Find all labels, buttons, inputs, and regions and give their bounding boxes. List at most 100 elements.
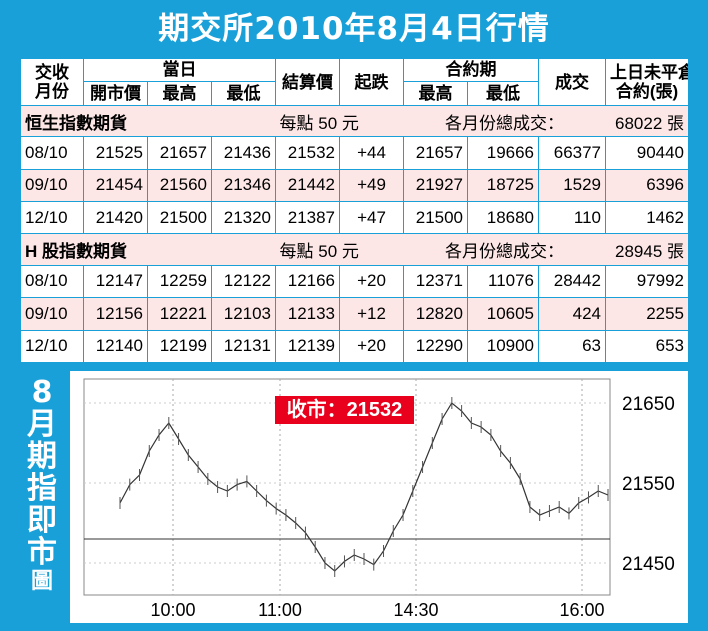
side-title-char: 8 bbox=[31, 375, 53, 410]
cell-c-low: 10605 bbox=[467, 297, 540, 331]
section-header: 恒生指數期貨 每點 50 元各月份總成交： 68022 張 bbox=[19, 104, 690, 138]
cell-settle: 21532 bbox=[275, 136, 341, 170]
header-settle: 結算價 bbox=[275, 58, 341, 106]
x-tick-label: 10:00 bbox=[150, 600, 195, 620]
header-contract-high: 最高 bbox=[403, 80, 469, 107]
section-total: 68022 張 bbox=[605, 104, 690, 138]
cell-change: +44 bbox=[339, 136, 405, 170]
cell-high: 12259 bbox=[147, 264, 212, 299]
side-title-char: 圖 bbox=[30, 569, 53, 594]
header-high: 最高 bbox=[147, 80, 212, 107]
cell-low: 21320 bbox=[210, 201, 277, 235]
cell-month: 09/10 bbox=[20, 297, 84, 331]
cell-month: 12/10 bbox=[20, 329, 84, 364]
cell-volume: 66377 bbox=[538, 136, 607, 170]
cell-c-low: 19666 bbox=[467, 136, 540, 170]
section-per-point: 每點 50 元 bbox=[275, 233, 404, 266]
cell-high: 21500 bbox=[147, 201, 212, 235]
cell-c-low: 10900 bbox=[467, 329, 540, 364]
cell-c-high: 12371 bbox=[403, 264, 469, 299]
cell-month: 12/10 bbox=[20, 201, 84, 235]
cell-oi: 2255 bbox=[605, 297, 690, 331]
cell-low: 12103 bbox=[210, 297, 277, 331]
cell-c-high: 12820 bbox=[403, 297, 469, 331]
header-contract-low: 最低 bbox=[467, 80, 540, 107]
cell-c-low: 18680 bbox=[467, 201, 540, 235]
section-total-label: 各月份總成交： bbox=[403, 233, 606, 266]
table-row: 09/10 21454 21560 21346 21442 +49 21927 18725 15… bbox=[20, 168, 690, 203]
page-title: 期交所2010年8月4日行情 bbox=[158, 11, 550, 47]
section-total: 28945 張 bbox=[605, 233, 690, 266]
cell-change: +49 bbox=[339, 168, 405, 203]
header-month: 交收 月份 bbox=[20, 58, 84, 106]
table-row: 08/10 12147 12259 12122 12166 +20 12371 11076 28… bbox=[20, 264, 690, 299]
table-row: 12/10 21420 21500 21320 21387 +47 21500 18680 11… bbox=[20, 201, 690, 235]
cell-change: +12 bbox=[339, 297, 405, 331]
cell-volume: 63 bbox=[538, 329, 607, 364]
cell-settle: 12166 bbox=[275, 264, 341, 299]
cell-settle: 21442 bbox=[275, 168, 341, 203]
header-open-interest: 上日未平倉 合約(張) bbox=[605, 58, 690, 106]
cell-month: 09/10 bbox=[20, 168, 84, 203]
y-tick-label: 21550 bbox=[622, 474, 675, 495]
cell-low: 12131 bbox=[210, 329, 277, 364]
section-name: 恒生指數期貨 bbox=[19, 104, 276, 138]
cell-c-low: 11076 bbox=[467, 264, 540, 299]
header-day-group: 當日 bbox=[82, 58, 277, 82]
cell-high: 12199 bbox=[147, 329, 212, 364]
cell-oi: 653 bbox=[605, 329, 690, 364]
header-low: 最低 bbox=[210, 80, 277, 107]
cell-c-high: 21500 bbox=[403, 201, 469, 235]
side-title-char: 指 bbox=[27, 471, 57, 506]
cell-change: +20 bbox=[339, 264, 405, 299]
cell-c-high: 12290 bbox=[403, 329, 469, 364]
section-per-point: 每點 50 元 bbox=[275, 104, 404, 138]
cell-volume: 110 bbox=[538, 201, 607, 235]
chart-side-title: 8 月 期 指 即 市 圖 bbox=[22, 377, 62, 617]
table-row: 12/10 12140 12199 12131 12139 +20 12290 10900 63… bbox=[20, 329, 690, 364]
cell-open: 21454 bbox=[83, 168, 148, 203]
y-tick-label: 21450 bbox=[622, 554, 675, 575]
header-contract-group: 合約期 bbox=[403, 58, 540, 82]
quote-table: 交收 月份 當日 結算價 起跌 合約期 成交 上日未平倉 合約(張) 開市價 最高 … bbox=[19, 58, 690, 364]
cell-low: 21436 bbox=[210, 136, 277, 170]
side-title-char: 市 bbox=[27, 535, 57, 570]
cell-open: 21420 bbox=[83, 201, 148, 235]
cell-open: 12147 bbox=[83, 264, 148, 299]
cell-high: 12221 bbox=[147, 297, 212, 331]
close-price-badge: 收市：21532 bbox=[275, 396, 414, 424]
cell-month: 08/10 bbox=[20, 264, 84, 299]
table-row: 09/10 12156 12221 12103 12133 +12 12820 10605 42… bbox=[20, 297, 690, 331]
cell-settle: 12139 bbox=[275, 329, 341, 364]
cell-oi: 6396 bbox=[605, 168, 690, 203]
cell-volume: 28442 bbox=[538, 264, 607, 299]
header-volume: 成交 bbox=[538, 58, 607, 106]
cell-open: 21525 bbox=[83, 136, 148, 170]
cell-low: 21346 bbox=[210, 168, 277, 203]
section-name: H 股指數期貨 bbox=[19, 233, 276, 266]
cell-open: 12140 bbox=[83, 329, 148, 364]
x-tick-label: 14:30 bbox=[393, 600, 438, 620]
cell-open: 12156 bbox=[83, 297, 148, 331]
cell-volume: 1529 bbox=[538, 168, 607, 203]
cell-change: +47 bbox=[339, 201, 405, 235]
cell-c-low: 18725 bbox=[467, 168, 540, 203]
cell-oi: 97992 bbox=[605, 264, 690, 299]
section-header: H 股指數期貨 每點 50 元各月份總成交： 28945 張 bbox=[19, 233, 690, 266]
cell-change: +20 bbox=[339, 329, 405, 364]
x-tick-label: 11:00 bbox=[258, 600, 302, 620]
cell-month: 08/10 bbox=[20, 136, 84, 170]
cell-oi: 1462 bbox=[605, 201, 690, 235]
cell-low: 12122 bbox=[210, 264, 277, 299]
header-change: 起跌 bbox=[339, 58, 405, 106]
cell-high: 21657 bbox=[147, 136, 212, 170]
cell-high: 21560 bbox=[147, 168, 212, 203]
cell-c-high: 21927 bbox=[403, 168, 469, 203]
cell-settle: 21387 bbox=[275, 201, 341, 235]
header-open: 開市價 bbox=[83, 80, 148, 107]
cell-c-high: 21657 bbox=[403, 136, 469, 170]
x-tick-label: 16:00 bbox=[559, 600, 604, 620]
side-title-char: 期 bbox=[27, 439, 57, 474]
section-total-label: 各月份總成交： bbox=[403, 104, 606, 138]
cell-settle: 12133 bbox=[275, 297, 341, 331]
